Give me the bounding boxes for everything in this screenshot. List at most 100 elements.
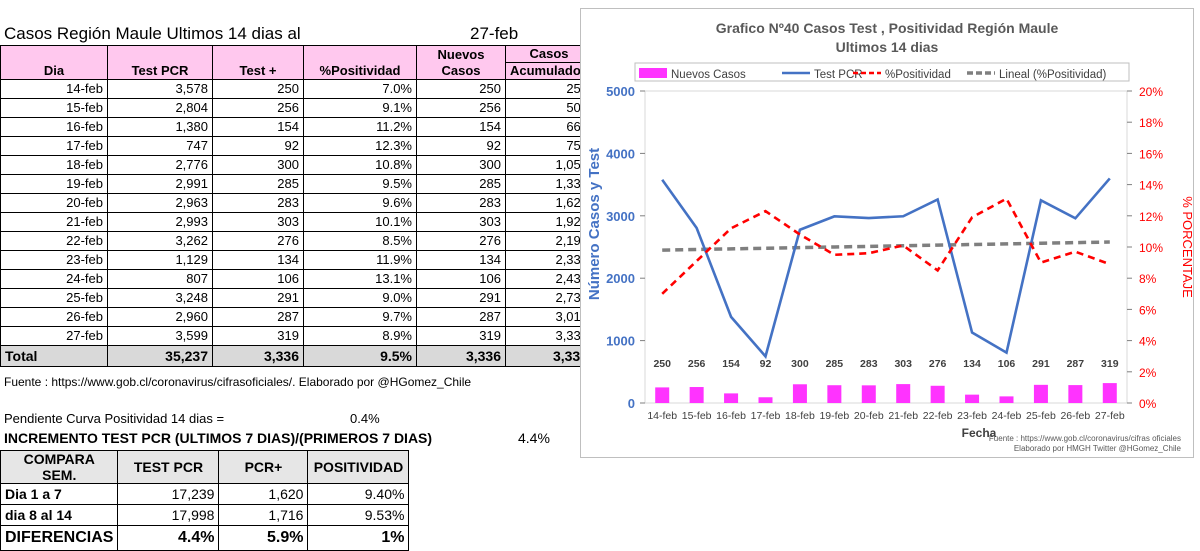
table-row: 22-feb 3,262 276 8.5% 276 2,199 bbox=[0, 231, 594, 251]
y2-tick-label: 20% bbox=[1139, 85, 1163, 99]
table-cell: 283 bbox=[212, 193, 304, 213]
bar-nuevos-casos bbox=[999, 396, 1014, 403]
cmp-row: Dia 1 a 7 17,239 1,620 9.40% bbox=[0, 483, 410, 505]
cmp-diff-positividad: 1% bbox=[307, 525, 410, 551]
y2-tick-label: 0% bbox=[1139, 397, 1157, 411]
trend-line bbox=[662, 240, 1110, 252]
chart-svg: Grafico Nº40 Casos Test , Positividad Re… bbox=[586, 20, 1195, 453]
table-cell: 12.3% bbox=[303, 136, 417, 156]
bar-nuevos-casos bbox=[758, 397, 773, 403]
table-cell: 2,993 bbox=[107, 212, 213, 232]
bar-nuevos-casos bbox=[1102, 383, 1117, 403]
x-tick-label: 17-feb bbox=[751, 410, 781, 422]
table-cell: 291 bbox=[416, 288, 506, 308]
col-positividad: %Positividad bbox=[303, 45, 417, 80]
legend-swatch bbox=[639, 68, 667, 78]
cmp-col-pcr: PCR+ bbox=[218, 450, 309, 484]
table-cell: 3,599 bbox=[107, 326, 213, 346]
table-cell: 276 bbox=[416, 231, 506, 251]
table-cell: 8.9% bbox=[303, 326, 417, 346]
col-nuevos-casos: Nuevos Casos bbox=[416, 45, 506, 80]
total-test-pos: 3,336 bbox=[212, 345, 304, 367]
bar-nuevos-casos bbox=[724, 393, 739, 403]
table-cell: 24-feb bbox=[0, 269, 108, 289]
x-tick-label: 26-feb bbox=[1060, 410, 1090, 422]
source-note: Fuente : https://www.gob.cl/coronavirus/… bbox=[4, 375, 472, 389]
x-tick-label: 19-feb bbox=[819, 410, 849, 422]
table-cell: 20-feb bbox=[0, 193, 108, 213]
bar-nuevos-casos bbox=[827, 385, 842, 403]
table-cell: 9.7% bbox=[303, 307, 417, 327]
y2-axis-label: % PORCENTAJE bbox=[1180, 196, 1193, 298]
chart-source-1: Fuente : https://www.gob.cl/coronavirus/… bbox=[989, 434, 1181, 443]
bar-data-label: 300 bbox=[791, 358, 809, 370]
legend-label: Nuevos Casos bbox=[671, 69, 746, 81]
compare-table: COMPARA SEM. TEST PCR PCR+ POSITIVIDAD D… bbox=[0, 450, 410, 551]
table-cell: 256 bbox=[212, 98, 304, 118]
bar-data-label: 291 bbox=[1032, 358, 1050, 370]
cmp-cell: 17,239 bbox=[117, 483, 220, 505]
table-row: 17-feb 747 92 12.3% 92 752 bbox=[0, 136, 594, 156]
table-cell: 2,960 bbox=[107, 307, 213, 327]
table-cell: 3,017 bbox=[504, 307, 594, 327]
table-row: 25-feb 3,248 291 9.0% 291 2,730 bbox=[0, 288, 594, 308]
table-cell: 300 bbox=[212, 155, 304, 175]
y-tick-label: 4000 bbox=[606, 146, 635, 161]
bar-nuevos-casos bbox=[861, 385, 876, 403]
table-cell: 319 bbox=[416, 326, 506, 346]
y-tick-label: 1000 bbox=[606, 334, 635, 349]
table-cell: 3,248 bbox=[107, 288, 213, 308]
total-label: Total bbox=[0, 345, 108, 367]
legend-box bbox=[634, 62, 1130, 82]
table-cell: 319 bbox=[212, 326, 304, 346]
cmp-cell: 17,998 bbox=[117, 504, 220, 526]
table-row: 24-feb 807 106 13.1% 106 2,439 bbox=[0, 269, 594, 289]
pendiente-label: Pendiente Curva Positividad 14 dias = bbox=[4, 411, 225, 426]
cmp-diff-label: DIFERENCIAS bbox=[0, 525, 119, 551]
y-tick-label: 3000 bbox=[606, 209, 635, 224]
bar-data-label: 154 bbox=[722, 358, 740, 370]
chart-title: Grafico Nº40 Casos Test , Positividad Re… bbox=[716, 20, 1059, 36]
table-cell: 1,620 bbox=[504, 193, 594, 213]
table-row: 16-feb 1,380 154 11.2% 154 660 bbox=[0, 117, 594, 137]
table-row: 27-feb 3,599 319 8.9% 319 3,336 bbox=[0, 326, 594, 346]
table-cell: 8.5% bbox=[303, 231, 417, 251]
legend-label: Test PCR bbox=[814, 69, 863, 81]
table-cell: 25-feb bbox=[0, 288, 108, 308]
col-casos: Casos bbox=[504, 45, 594, 63]
x-tick-label: 27-feb bbox=[1095, 410, 1125, 422]
bar-nuevos-casos bbox=[896, 384, 911, 403]
table-row: 14-feb 3,578 250 7.0% 250 250 bbox=[0, 79, 594, 99]
y2-tick-label: 6% bbox=[1139, 303, 1157, 317]
x-tick-label: 14-feb bbox=[647, 410, 677, 422]
table-cell: 11.2% bbox=[303, 117, 417, 137]
bar-data-label: 319 bbox=[1101, 358, 1119, 370]
table-cell: 106 bbox=[416, 269, 506, 289]
total-acumulados: 3,336 bbox=[504, 345, 594, 367]
table-row: 15-feb 2,804 256 9.1% 256 506 bbox=[0, 98, 594, 118]
bar-nuevos-casos bbox=[1033, 384, 1048, 403]
cmp-diff-row: DIFERENCIAS 4.4% 5.9% 1% bbox=[0, 525, 410, 551]
bar-nuevos-casos bbox=[689, 387, 704, 403]
table-cell: 285 bbox=[416, 174, 506, 194]
total-positividad: 9.5% bbox=[303, 345, 417, 367]
cmp-diff-test: 4.4% bbox=[117, 525, 220, 551]
x-tick-label: 25-feb bbox=[1026, 410, 1056, 422]
table-date: 27-feb bbox=[470, 24, 519, 43]
cmp-cell: dia 8 al 14 bbox=[0, 504, 119, 526]
x-tick-label: 15-feb bbox=[682, 410, 712, 422]
y2-tick-label: 12% bbox=[1139, 210, 1163, 224]
x-axis-label: Fecha bbox=[962, 426, 997, 440]
table-row: 19-feb 2,991 285 9.5% 285 1,337 bbox=[0, 174, 594, 194]
x-tick-label: 22-feb bbox=[923, 410, 953, 422]
positividad-line bbox=[661, 196, 1111, 295]
table-row: 20-feb 2,963 283 9.6% 283 1,620 bbox=[0, 193, 594, 213]
x-tick-label: 23-feb bbox=[957, 410, 987, 422]
total-row: Total 35,237 3,336 9.5% 3,336 3,336 bbox=[0, 345, 594, 367]
total-nuevos-casos: 3,336 bbox=[416, 345, 506, 367]
table-cell: 250 bbox=[416, 79, 506, 99]
y-tick-label: 2000 bbox=[606, 271, 635, 286]
table-cell: 3,262 bbox=[107, 231, 213, 251]
total-test-pcr: 35,237 bbox=[107, 345, 213, 367]
y2-tick-label: 10% bbox=[1139, 241, 1163, 255]
